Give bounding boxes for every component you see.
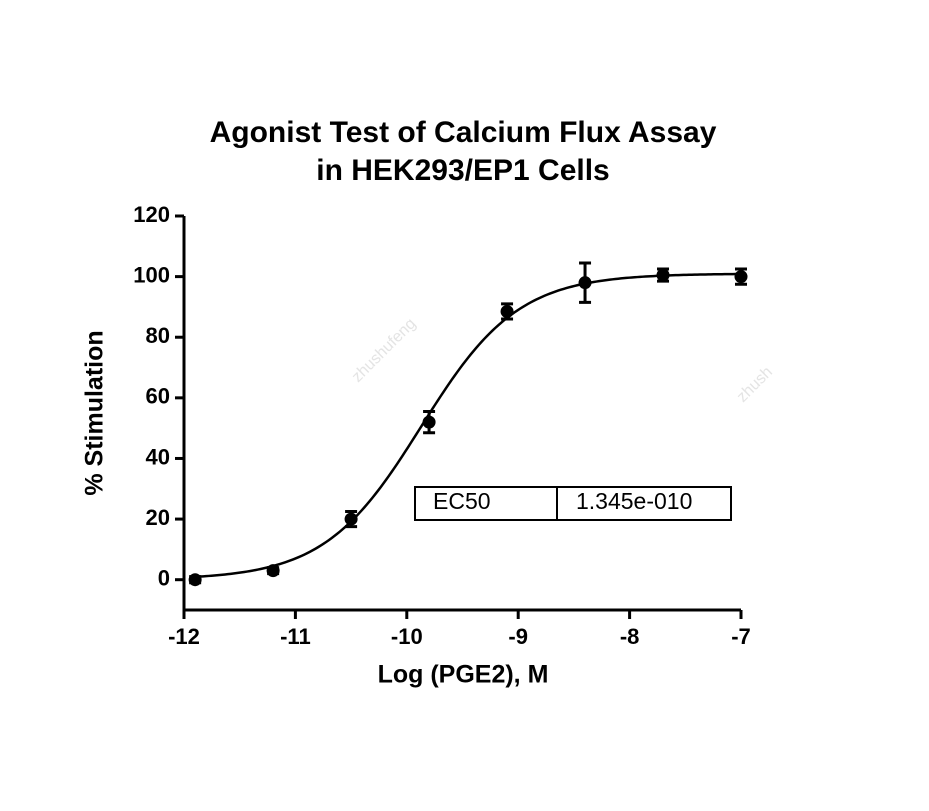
chart-title: Agonist Test of Calcium Flux Assay: [210, 116, 717, 149]
x-tick-label: -7: [731, 624, 751, 649]
fit-curve: [195, 272, 742, 579]
data-point: [578, 276, 592, 290]
y-axis-label: % Stimulation: [81, 330, 109, 495]
watermark: zhush: [734, 364, 776, 406]
y-tick-label: 80: [146, 323, 170, 348]
ec50-label: EC50: [433, 488, 491, 514]
x-tick-label: -8: [620, 624, 640, 649]
x-tick-label: -9: [508, 624, 528, 649]
watermark: zhushufeng: [349, 315, 420, 386]
data-point: [656, 268, 670, 282]
x-tick-label: -11: [280, 624, 311, 649]
data-point: [344, 512, 358, 526]
y-tick-label: 20: [146, 505, 170, 530]
data-point: [422, 415, 436, 429]
ec50-box: EC50 1.345e-010: [414, 486, 732, 521]
y-tick-label: 120: [133, 202, 170, 227]
y-tick-label: 0: [158, 566, 170, 591]
ec50-box-frame: [414, 486, 732, 521]
data-point: [734, 270, 748, 284]
data-point: [266, 564, 280, 578]
y-tick-label: 40: [146, 444, 170, 469]
x-axis-label: Log (PGE2), M: [378, 661, 549, 689]
data-point: [500, 304, 514, 318]
ec50-value: 1.345e-010: [576, 488, 692, 514]
chart-title: in HEK293/EP1 Cells: [316, 154, 609, 187]
x-tick-label: -12: [168, 624, 200, 649]
data-point: [188, 573, 202, 587]
x-tick-label: -10: [391, 624, 423, 649]
y-tick-label: 60: [146, 384, 170, 409]
y-tick-label: 100: [133, 262, 170, 287]
